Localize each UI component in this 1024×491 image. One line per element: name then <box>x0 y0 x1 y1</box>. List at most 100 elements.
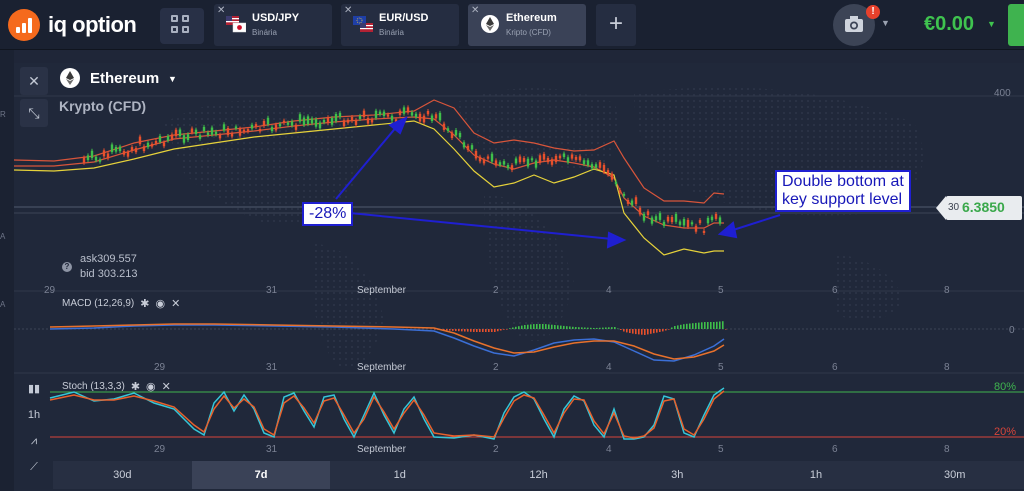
chevron-down-icon[interactable]: ▼ <box>987 19 996 29</box>
tab-usd-jpy[interactable]: ✕ USD/JPY Binária <box>214 4 332 46</box>
candle-body <box>134 148 138 153</box>
macd-histogram-bar <box>659 329 661 332</box>
candle-body <box>658 213 662 220</box>
deposit-button[interactable] <box>1008 4 1024 46</box>
candle-body <box>538 155 542 163</box>
candle-body <box>602 164 606 173</box>
chart-side-tools: ✕ ⤡ <box>20 67 50 131</box>
eye-icon[interactable]: ◉ <box>155 298 166 310</box>
close-icon[interactable]: ✕ <box>161 381 171 393</box>
candle-body <box>118 146 122 152</box>
macd-histogram-bar <box>680 324 682 329</box>
timeframe-30m[interactable]: 30m <box>943 469 966 481</box>
macd-histogram-bar <box>629 329 631 333</box>
candles-icon[interactable]: ▮▮ <box>27 383 41 395</box>
candle-body <box>162 142 166 147</box>
candle-body <box>426 110 430 115</box>
eye-icon[interactable]: ◉ <box>146 381 156 393</box>
candlesticks <box>82 105 722 235</box>
candle-body <box>322 119 326 123</box>
candle-body <box>418 113 422 122</box>
macd-histogram-bar <box>713 322 715 329</box>
candle-body <box>674 213 678 222</box>
macd-histogram-bar <box>446 329 448 331</box>
candle-body <box>534 160 538 168</box>
logo[interactable]: iq option <box>8 8 137 42</box>
x-tick-label: 29 <box>154 362 166 373</box>
macd-histogram-bar <box>467 329 469 332</box>
timeframe-30d[interactable]: 30d <box>113 469 132 481</box>
candle-body <box>366 117 370 124</box>
candle-body <box>578 156 582 161</box>
price-chart[interactable]: 29 31 September 2 4 5 6 8 29 31 Septembe… <box>14 63 1024 491</box>
macd-histogram-bar <box>590 327 592 329</box>
indicator-icon[interactable]: ⩘ <box>30 435 38 447</box>
macd-histogram-bar <box>578 327 580 329</box>
gear-icon[interactable]: ✱ <box>130 381 141 393</box>
close-icon[interactable]: ✕ <box>344 5 353 16</box>
macd-histogram-bar <box>725 329 727 330</box>
close-icon[interactable]: ✕ <box>217 5 226 16</box>
annotation-line: Double bottom at <box>782 173 904 190</box>
collapse-icon[interactable]: ⤡ <box>20 99 48 127</box>
candle-body <box>214 131 218 135</box>
period-selector[interactable]: 1h <box>27 409 41 421</box>
add-tab-button[interactable]: + <box>596 4 636 46</box>
candle-body <box>198 135 202 139</box>
candle-body <box>406 107 410 113</box>
macd-histogram-bar <box>686 323 688 329</box>
chevron-down-icon[interactable]: ▼ <box>881 18 890 28</box>
candle-body <box>306 116 310 125</box>
macd-histogram-bar <box>563 325 565 329</box>
asset-selector[interactable]: Ethereum <box>90 70 160 87</box>
candle-body <box>222 124 226 131</box>
timeframe-12h[interactable]: 12h <box>529 469 548 481</box>
candle-body <box>618 190 622 193</box>
candle-body <box>258 128 262 132</box>
macd-histogram-bar <box>455 329 457 332</box>
ask-price: ask309.557 <box>80 253 137 265</box>
timeframe-3h[interactable]: 3h <box>671 469 684 481</box>
candle-body <box>346 119 350 123</box>
info-icon[interactable]: ? <box>62 262 72 272</box>
candle-body <box>302 117 306 125</box>
candle-body <box>446 128 450 132</box>
macd-histogram-bar <box>476 329 478 332</box>
timeframe-7d[interactable]: 7d <box>191 461 331 489</box>
macd-histogram-bar <box>638 329 640 335</box>
macd-histogram-bar <box>500 329 502 331</box>
gear-icon[interactable]: ✱ <box>140 298 150 310</box>
timeframe-1d[interactable]: 1d <box>393 469 406 481</box>
candle-body <box>498 162 502 166</box>
candle-body <box>378 111 382 115</box>
close-icon[interactable]: ✕ <box>471 5 480 16</box>
tab-subtitle: Binária <box>252 28 277 37</box>
candle-body <box>566 157 570 163</box>
candle-body <box>486 156 490 159</box>
macd-line <box>49 324 725 362</box>
macd-histogram-bar <box>539 324 541 329</box>
macd-histogram-bar <box>656 329 658 333</box>
tab-eur-usd[interactable]: ✕ EUR/USD Binária <box>341 4 459 46</box>
logo-text: iq option <box>48 12 137 37</box>
candle-body <box>422 115 426 123</box>
chevron-down-icon[interactable]: ▼ <box>168 74 177 84</box>
candle-body <box>438 112 442 121</box>
candle-body <box>398 110 402 115</box>
top-bar: iq option ✕ USD/JPY Binária ✕ EUR/USD Bi… <box>0 0 1024 50</box>
macd-histogram-bar <box>602 327 604 329</box>
macd-histogram-bar <box>617 328 619 330</box>
close-chart-button[interactable]: ✕ <box>20 67 48 95</box>
timeframe-1h[interactable]: 1h <box>809 469 823 481</box>
macd-histogram-bar <box>701 322 703 329</box>
close-icon[interactable]: ✕ <box>171 298 181 310</box>
balance[interactable]: €0.00 <box>924 13 975 35</box>
macd-histogram-bar <box>707 322 709 329</box>
tab-ethereum[interactable]: ✕ Ethereum Kripto (CFD) <box>468 4 586 46</box>
macd-histogram-bar <box>683 324 685 329</box>
drawing-icon[interactable]: ⟋ <box>30 461 38 473</box>
candle-body <box>682 219 686 226</box>
x-tick-label: 4 <box>606 362 612 373</box>
grid-icon[interactable] <box>160 8 204 44</box>
edge-label: A <box>0 300 6 309</box>
